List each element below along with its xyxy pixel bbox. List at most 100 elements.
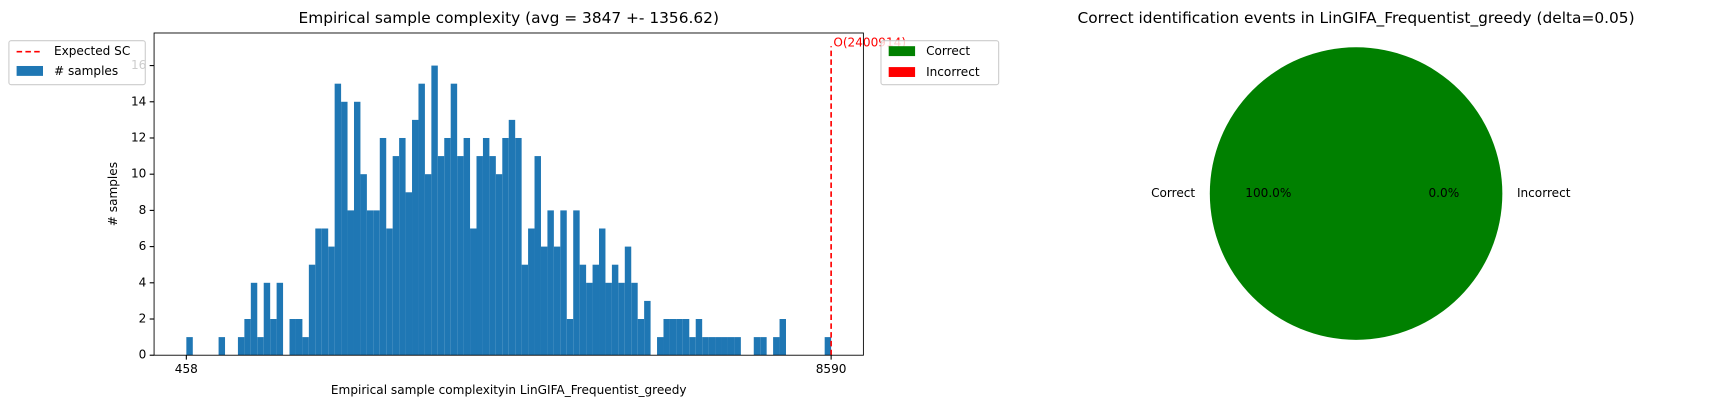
bar xyxy=(560,210,567,356)
bar xyxy=(412,119,419,356)
legend-swatch xyxy=(16,65,43,76)
legend-swatch xyxy=(888,67,916,77)
plot-frame xyxy=(153,32,864,356)
bar xyxy=(618,282,625,356)
bar xyxy=(540,246,548,356)
bar xyxy=(244,319,251,356)
bar xyxy=(644,300,651,356)
bar xyxy=(482,137,490,356)
bar xyxy=(586,282,593,356)
bar xyxy=(721,337,728,356)
pie-slice xyxy=(1209,47,1503,340)
bar xyxy=(495,174,503,356)
pie-label: Incorrect xyxy=(1517,186,1571,200)
bar xyxy=(341,101,348,356)
y-tick-label: 6 xyxy=(139,239,147,253)
bar xyxy=(418,83,425,356)
bar xyxy=(315,228,322,356)
bar xyxy=(392,156,400,356)
bar xyxy=(528,228,535,356)
y-tick-label: 14 xyxy=(131,94,146,108)
bar xyxy=(599,228,606,356)
bar xyxy=(669,319,677,356)
bar xyxy=(702,337,709,356)
bar xyxy=(424,174,432,356)
x-axis-label: Empirical sample complexityin LinGIFA_Fr… xyxy=(331,383,687,397)
y-tick-label: 4 xyxy=(139,275,147,289)
bar xyxy=(508,119,516,356)
bar xyxy=(347,210,354,356)
bar xyxy=(521,264,529,356)
legend-label: # samples xyxy=(54,64,118,78)
x-tick-label: 458 xyxy=(175,362,198,376)
bar xyxy=(360,174,367,356)
bar xyxy=(773,337,780,356)
bar xyxy=(386,228,393,356)
bar xyxy=(399,137,406,356)
bar xyxy=(295,319,303,356)
bar xyxy=(373,210,380,356)
bar xyxy=(328,246,335,356)
bar xyxy=(463,137,471,356)
bar xyxy=(657,337,664,356)
bar xyxy=(502,137,509,356)
bar xyxy=(611,264,619,356)
y-tick-label: 10 xyxy=(131,167,146,181)
bar xyxy=(708,337,716,356)
y-tick-label: 8 xyxy=(139,203,147,217)
bar xyxy=(302,337,309,356)
chart-title: Correct identification events in LinGIFA… xyxy=(1078,9,1635,28)
x-tick-label: 8590 xyxy=(816,362,847,376)
bar xyxy=(631,282,638,356)
bar xyxy=(379,137,387,356)
pie-label: Correct xyxy=(1151,186,1195,200)
bar xyxy=(450,83,458,356)
bar xyxy=(366,210,374,356)
bar xyxy=(470,228,477,356)
bar xyxy=(250,282,258,356)
bar xyxy=(308,264,316,356)
bar xyxy=(605,282,612,356)
legend-label: Expected SC xyxy=(54,44,130,58)
bar xyxy=(566,319,574,356)
chart-title: Empirical sample complexity (avg = 3847 … xyxy=(299,9,719,27)
y-tick-label: 12 xyxy=(131,130,146,144)
bar xyxy=(573,210,580,356)
bar xyxy=(334,83,342,356)
pie-value-label: 100.0% xyxy=(1245,186,1291,200)
bar xyxy=(257,337,264,356)
legend-swatch xyxy=(888,46,916,57)
bar xyxy=(476,156,483,356)
bar xyxy=(321,228,329,356)
bar xyxy=(579,264,587,356)
bar xyxy=(186,337,193,356)
bar xyxy=(760,337,767,356)
y-tick-label: 2 xyxy=(139,312,147,326)
bar xyxy=(457,156,464,356)
bar xyxy=(689,337,696,356)
y-tick-label: 0 xyxy=(139,348,147,362)
y-axis-label: # samples xyxy=(106,162,120,226)
bar xyxy=(676,319,683,356)
bar xyxy=(515,137,522,356)
bar xyxy=(727,337,735,356)
legend-label: Incorrect xyxy=(926,65,980,79)
bar xyxy=(779,319,786,356)
bar xyxy=(734,337,741,356)
bar xyxy=(444,137,451,356)
bar xyxy=(824,337,832,356)
bar xyxy=(637,319,645,356)
bar xyxy=(353,101,361,356)
bar xyxy=(624,246,632,356)
bar xyxy=(592,264,600,356)
bar xyxy=(405,192,413,356)
bar xyxy=(753,337,761,356)
bar xyxy=(547,210,554,356)
bar xyxy=(276,282,284,356)
bar xyxy=(663,319,670,356)
bar xyxy=(270,319,277,356)
bar xyxy=(437,156,445,356)
bar xyxy=(715,337,722,356)
